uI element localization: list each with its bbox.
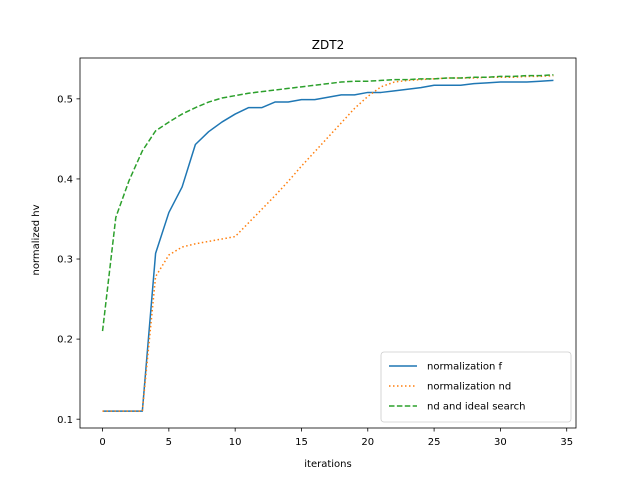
y-tick-label: 0.5 <box>57 94 73 105</box>
series-line-1 <box>102 79 554 412</box>
legend-label: normalization f <box>427 362 503 373</box>
y-axis: 0.1 0.2 0.3 0.4 0.5 <box>57 94 80 426</box>
legend-label: normalization nd <box>427 382 511 393</box>
x-tick-label: 35 <box>560 437 573 448</box>
x-tick-label: 5 <box>166 437 172 448</box>
chart-title: ZDT2 <box>312 38 344 52</box>
x-tick-label: 30 <box>494 437 507 448</box>
y-tick-label: 0.1 <box>57 415 73 426</box>
x-axis: 0 5 10 15 20 25 30 35 <box>99 428 573 448</box>
y-tick-label: 0.2 <box>57 335 73 346</box>
y-axis-label: normalized hv <box>31 204 42 275</box>
x-tick-label: 15 <box>295 437 308 448</box>
legend-box <box>380 351 572 423</box>
y-tick-label: 0.3 <box>57 255 73 266</box>
x-tick-label: 25 <box>428 437 441 448</box>
legend-label: nd and ideal search <box>427 402 525 413</box>
series-line-3 <box>101 74 554 332</box>
axes-frame <box>79 57 577 429</box>
x-tick-label: 20 <box>361 437 374 448</box>
x-tick-label: 0 <box>99 437 105 448</box>
legend: normalization f normalization nd nd and id… <box>380 351 572 423</box>
x-axis-label: iterations <box>304 459 351 470</box>
series-layer <box>101 74 554 412</box>
y-tick-label: 0.4 <box>57 175 73 186</box>
x-tick-label: 10 <box>229 437 242 448</box>
